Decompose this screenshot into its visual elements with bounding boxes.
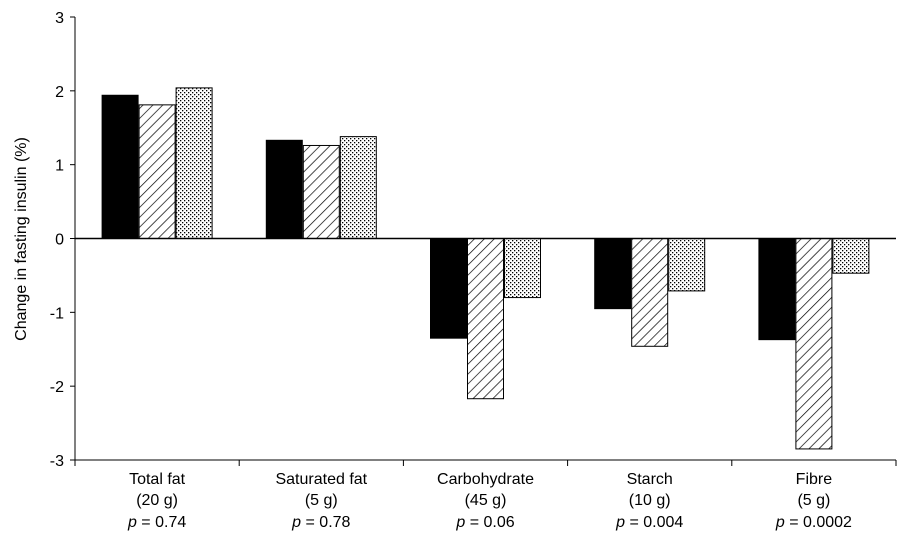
p-symbol: p [291,514,301,531]
bars [101,87,870,450]
p-value: = 0.06 [465,514,514,531]
bar-solid [265,139,303,239]
bar-dotted [175,87,213,239]
category-p-value: p = 0.004 [615,514,683,531]
x-ticks [74,459,897,466]
bar-dotted [339,136,377,239]
category-amount: (10 g) [629,492,671,509]
bar-hatched [467,238,504,400]
bar-dotted [504,238,541,299]
y-axis-title: Change in fasting insulin (%) [13,137,30,341]
bar-solid [101,94,139,239]
bar-solid [430,238,467,339]
bar-solid [594,238,632,310]
bar-dotted [668,238,706,292]
y-tick-label: 1 [55,158,64,175]
p-symbol: p [615,514,625,531]
category-p-value: p = 0.0002 [775,514,852,531]
p-symbol: p [455,514,465,531]
bar-dotted [832,238,870,274]
p-value: = 0.004 [625,514,683,531]
category-amount: (5 g) [797,492,830,509]
category-name: Saturated fat [275,471,367,488]
category-p-value: p = 0.74 [127,514,186,531]
category-amount: (45 g) [465,492,507,509]
y-tick-label: -3 [50,453,64,470]
y-tick-label: -1 [50,305,64,322]
category-labels: Total fat (20 g) p = 0.74 Saturated fat (5 g… [127,471,852,531]
category-p-value: p = 0.78 [291,514,350,531]
p-symbol: p [775,514,785,531]
p-value: = 0.74 [137,514,186,531]
category-name: Total fat [129,471,186,488]
bar-hatched [795,238,833,450]
p-value: = 0.78 [301,514,350,531]
category-p-value: p = 0.06 [455,514,514,531]
y-tick-label: 2 [55,84,64,101]
bar-solid [758,238,796,341]
y-tick-label: 0 [55,232,64,249]
bar-hatched [631,238,669,347]
y-tick-label: 3 [55,10,64,27]
category-name: Fibre [796,471,833,488]
category-amount: (5 g) [305,492,338,509]
category-name: Carbohydrate [437,471,534,488]
y-ticks: 3 2 1 0 -1 -2 -3 [50,10,75,470]
y-tick-label: -2 [50,379,64,396]
p-value: = 0.0002 [785,514,852,531]
bar-hatched [138,104,176,239]
category-amount: (20 g) [136,492,178,509]
p-symbol: p [127,514,137,531]
category-name: Starch [627,471,673,488]
bar-hatched [302,144,340,239]
